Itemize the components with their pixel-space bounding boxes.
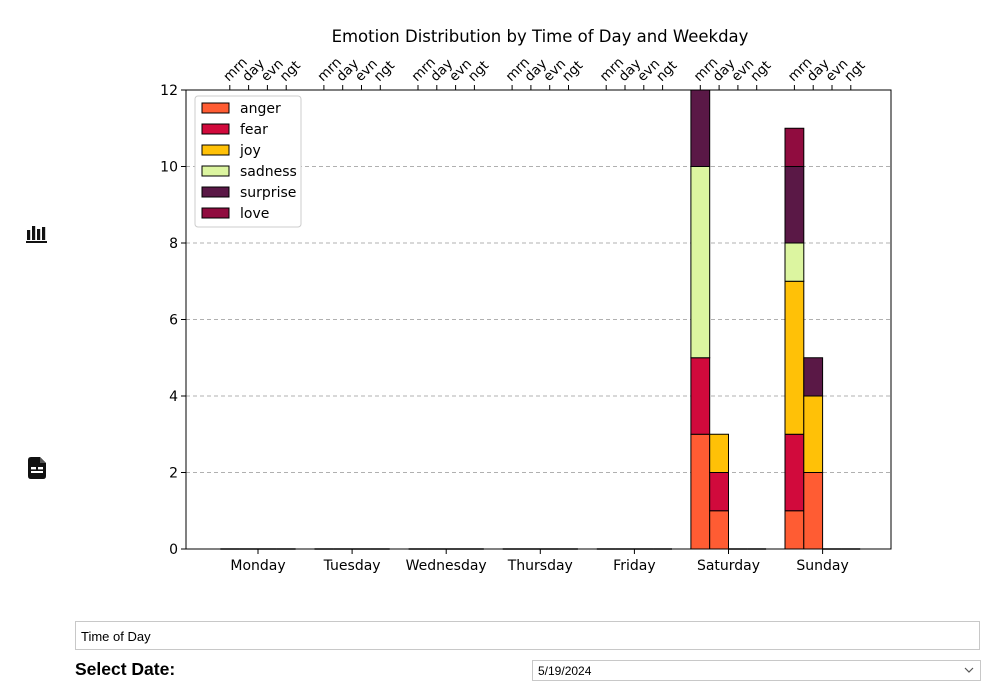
bar-stacks	[220, 89, 861, 550]
x-tick-label: Friday	[613, 558, 655, 574]
bar-segment-joy	[784, 280, 805, 435]
bar-segment-joy	[803, 395, 824, 473]
document-icon[interactable]	[25, 456, 49, 480]
legend-label-joy: joy	[239, 143, 261, 159]
legend-label-anger: anger	[240, 101, 281, 117]
x-tick-label: Sunday	[796, 558, 848, 574]
y-tick-label: 12	[160, 83, 178, 99]
emotion-chart: Emotion Distribution by Time of Day and …	[160, 27, 892, 574]
bar-segment-anger	[709, 510, 730, 550]
legend-swatch-joy	[201, 144, 230, 156]
legend-label-fear: fear	[240, 122, 268, 138]
x-tick-label: Monday	[230, 558, 285, 574]
date-select[interactable]: 5/19/2024	[532, 660, 981, 681]
legend-label-love: love	[240, 206, 269, 222]
select-date-label: Select Date:	[75, 659, 176, 679]
y-tick-label: 2	[169, 466, 178, 482]
date-value: 5/19/2024	[538, 664, 592, 678]
x-tick-label: Wednesday	[406, 558, 487, 574]
y-tick-label: 6	[169, 313, 178, 329]
y-axis: 0 2 4 6 8 10 12	[160, 83, 186, 558]
bar-segment-sadness	[784, 242, 805, 282]
bar-segment-sadness	[690, 166, 711, 359]
y-tick-label: 0	[169, 542, 178, 558]
mode-value: Time of Day	[81, 629, 151, 644]
chevron-down-icon	[964, 667, 974, 673]
chart-title: Emotion Distribution by Time of Day and …	[332, 27, 749, 46]
x-axis: Monday Tuesday Wednesday Thursday Friday Satu…	[230, 549, 849, 574]
mode-field[interactable]: Time of Day	[75, 621, 980, 650]
legend-swatch-surprise	[201, 186, 230, 198]
legend-label-surprise: surprise	[240, 185, 296, 201]
bar-segment-fear	[709, 472, 730, 512]
legend-swatch-fear	[201, 123, 230, 135]
bar-segment-fear	[784, 433, 805, 512]
bar-segment-anger	[803, 472, 824, 550]
legend-swatch-sadness	[201, 165, 230, 177]
grid-lines	[186, 166, 891, 473]
y-tick-label: 10	[160, 160, 178, 176]
bar-segment-anger	[690, 433, 711, 550]
x-tick-label: Tuesday	[323, 558, 381, 574]
bar-segment-love	[784, 127, 805, 167]
y-tick-label: 4	[169, 389, 178, 405]
legend-label-sadness: sadness	[240, 164, 297, 180]
legend: anger fear joy sadness surprise love	[194, 95, 302, 228]
bar-segment-surprise	[784, 166, 805, 244]
bar-segment-anger	[784, 510, 805, 550]
bar-segment-surprise	[803, 357, 824, 397]
bar-chart-icon[interactable]	[25, 221, 49, 245]
legend-swatch-anger	[201, 102, 230, 114]
bar-segment-surprise	[690, 89, 711, 167]
bar-segment-joy	[709, 433, 730, 473]
legend-swatch-love	[201, 207, 230, 219]
y-tick-label: 8	[169, 236, 178, 252]
x-tick-label: Thursday	[507, 558, 573, 574]
bar-segment-fear	[690, 357, 711, 435]
x-tick-label: Saturday	[697, 558, 760, 574]
